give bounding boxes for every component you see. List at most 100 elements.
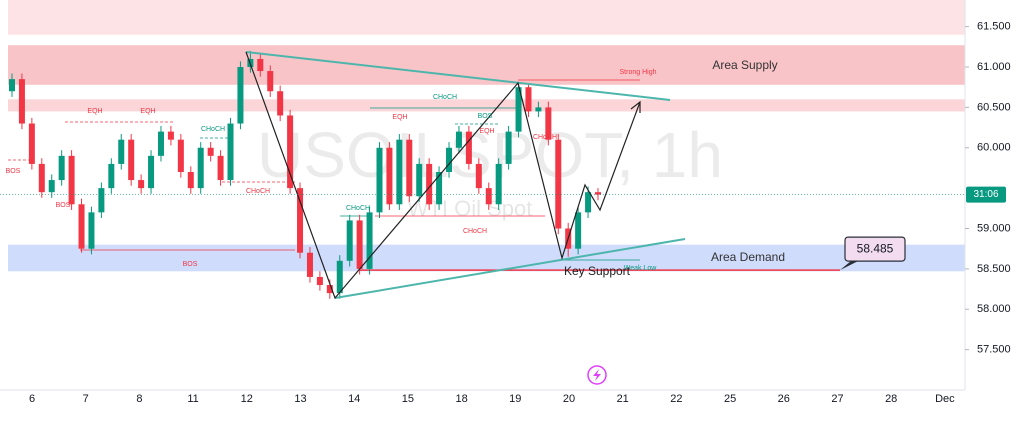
annotation: EQH bbox=[87, 108, 102, 115]
annotation: CHoCH bbox=[201, 126, 225, 133]
arrow-head bbox=[630, 100, 641, 113]
candle-body bbox=[485, 188, 492, 205]
callout-label: 58.485 bbox=[857, 241, 894, 255]
annotation: EQH bbox=[140, 108, 155, 115]
x-tick-label: 21 bbox=[617, 393, 629, 405]
y-tick-label: 60.500 bbox=[977, 101, 1011, 113]
x-tick-label: 26 bbox=[778, 393, 790, 405]
candle-body bbox=[237, 67, 244, 124]
candle-body bbox=[48, 180, 55, 193]
candle-body bbox=[38, 163, 45, 193]
x-tick-label: 13 bbox=[294, 393, 306, 405]
annotation: CHoCH bbox=[433, 94, 457, 101]
x-tick-label: Dec bbox=[935, 393, 955, 405]
annotation: EQH bbox=[392, 114, 407, 121]
candle-body bbox=[346, 220, 353, 261]
candle-body bbox=[396, 139, 403, 205]
candle-body bbox=[535, 107, 542, 112]
drawings bbox=[245, 51, 686, 300]
candle-body bbox=[376, 147, 383, 213]
candle-body bbox=[9, 79, 15, 92]
x-tick-label: 7 bbox=[83, 393, 89, 405]
candle-body bbox=[108, 163, 115, 189]
x-tick-label: 25 bbox=[724, 393, 736, 405]
candle-body bbox=[575, 212, 582, 249]
price-tag bbox=[966, 186, 1006, 203]
x-tick-label: 27 bbox=[831, 393, 843, 405]
zigzag-projection bbox=[245, 51, 641, 300]
candle-body bbox=[386, 147, 393, 205]
key-support-label: Key Support bbox=[564, 264, 631, 278]
annotation: Strong High bbox=[620, 69, 657, 76]
y-axis-bg bbox=[965, 0, 1024, 420]
x-tick-label: 20 bbox=[563, 393, 575, 405]
candle-body bbox=[495, 163, 502, 205]
annotation: CHoCH bbox=[463, 228, 487, 235]
candle-body bbox=[505, 131, 512, 164]
candle-body bbox=[277, 91, 284, 116]
candle-body bbox=[555, 139, 562, 229]
candle-body bbox=[267, 71, 274, 92]
candle-body bbox=[68, 155, 75, 205]
candle-body bbox=[585, 192, 592, 213]
zone bbox=[8, 244, 965, 272]
band bbox=[8, 0, 965, 35]
candle-body bbox=[187, 171, 194, 189]
candle-body bbox=[177, 139, 184, 172]
candle-body bbox=[436, 171, 443, 205]
candle-body bbox=[58, 155, 65, 181]
candle-body bbox=[138, 180, 145, 189]
y-axis bbox=[964, 0, 1024, 420]
annotation: BOS bbox=[6, 168, 21, 175]
candle-body bbox=[88, 212, 95, 249]
x-tick-label: 8 bbox=[136, 393, 142, 405]
candle-body bbox=[336, 260, 343, 294]
candle-body bbox=[197, 147, 204, 189]
candle-body bbox=[475, 163, 482, 189]
y-tick-label: 58.500 bbox=[977, 263, 1011, 275]
structure-lines bbox=[8, 79, 640, 261]
annotation: BOS bbox=[183, 261, 198, 268]
candle-body bbox=[426, 163, 433, 205]
zones bbox=[8, 0, 965, 272]
callout-pointer bbox=[840, 260, 860, 271]
annotation: CHoCH bbox=[246, 188, 270, 195]
zone bbox=[8, 45, 965, 85]
candle-body bbox=[18, 79, 25, 124]
y-tick-label: 57.500 bbox=[977, 344, 1011, 356]
annotations: EQH EQH CHoCH BOS BOS CHoCH BOS CHoCH BO… bbox=[6, 69, 658, 272]
candle-body bbox=[455, 131, 462, 148]
annotation: Weak Low bbox=[624, 265, 657, 272]
annotation: CHoCH bbox=[533, 134, 557, 141]
candle-body bbox=[366, 212, 373, 269]
candle-body bbox=[306, 252, 313, 277]
x-tick-label: 15 bbox=[402, 393, 414, 405]
callout-box bbox=[844, 236, 906, 262]
candle-body bbox=[78, 204, 85, 249]
candle-body bbox=[207, 147, 214, 156]
annotation: BOS bbox=[478, 113, 493, 120]
supply-trendline bbox=[245, 51, 671, 101]
x-tick-label: 14 bbox=[348, 393, 360, 405]
countdown-label: 31:06 bbox=[973, 189, 998, 200]
candle-body bbox=[406, 139, 413, 197]
candle-body bbox=[297, 188, 304, 253]
candle-body bbox=[446, 147, 453, 172]
annotation: BOS bbox=[56, 202, 71, 209]
candle-body bbox=[217, 155, 224, 181]
annotation: EQH bbox=[479, 128, 494, 135]
watermark-title: USOILSPOT, 1h bbox=[257, 119, 723, 191]
candle-body bbox=[545, 107, 552, 140]
candle-body bbox=[257, 58, 264, 72]
candle-body bbox=[157, 131, 164, 156]
candle-body bbox=[28, 123, 35, 164]
candle-body bbox=[167, 131, 174, 140]
candle-body bbox=[148, 155, 155, 189]
band bbox=[8, 99, 965, 112]
y-tick-label: 59.000 bbox=[977, 222, 1011, 234]
zone-label: Area Demand bbox=[711, 250, 785, 264]
candle-body bbox=[525, 87, 532, 112]
candle-body bbox=[227, 123, 234, 181]
sticker bbox=[587, 365, 607, 385]
